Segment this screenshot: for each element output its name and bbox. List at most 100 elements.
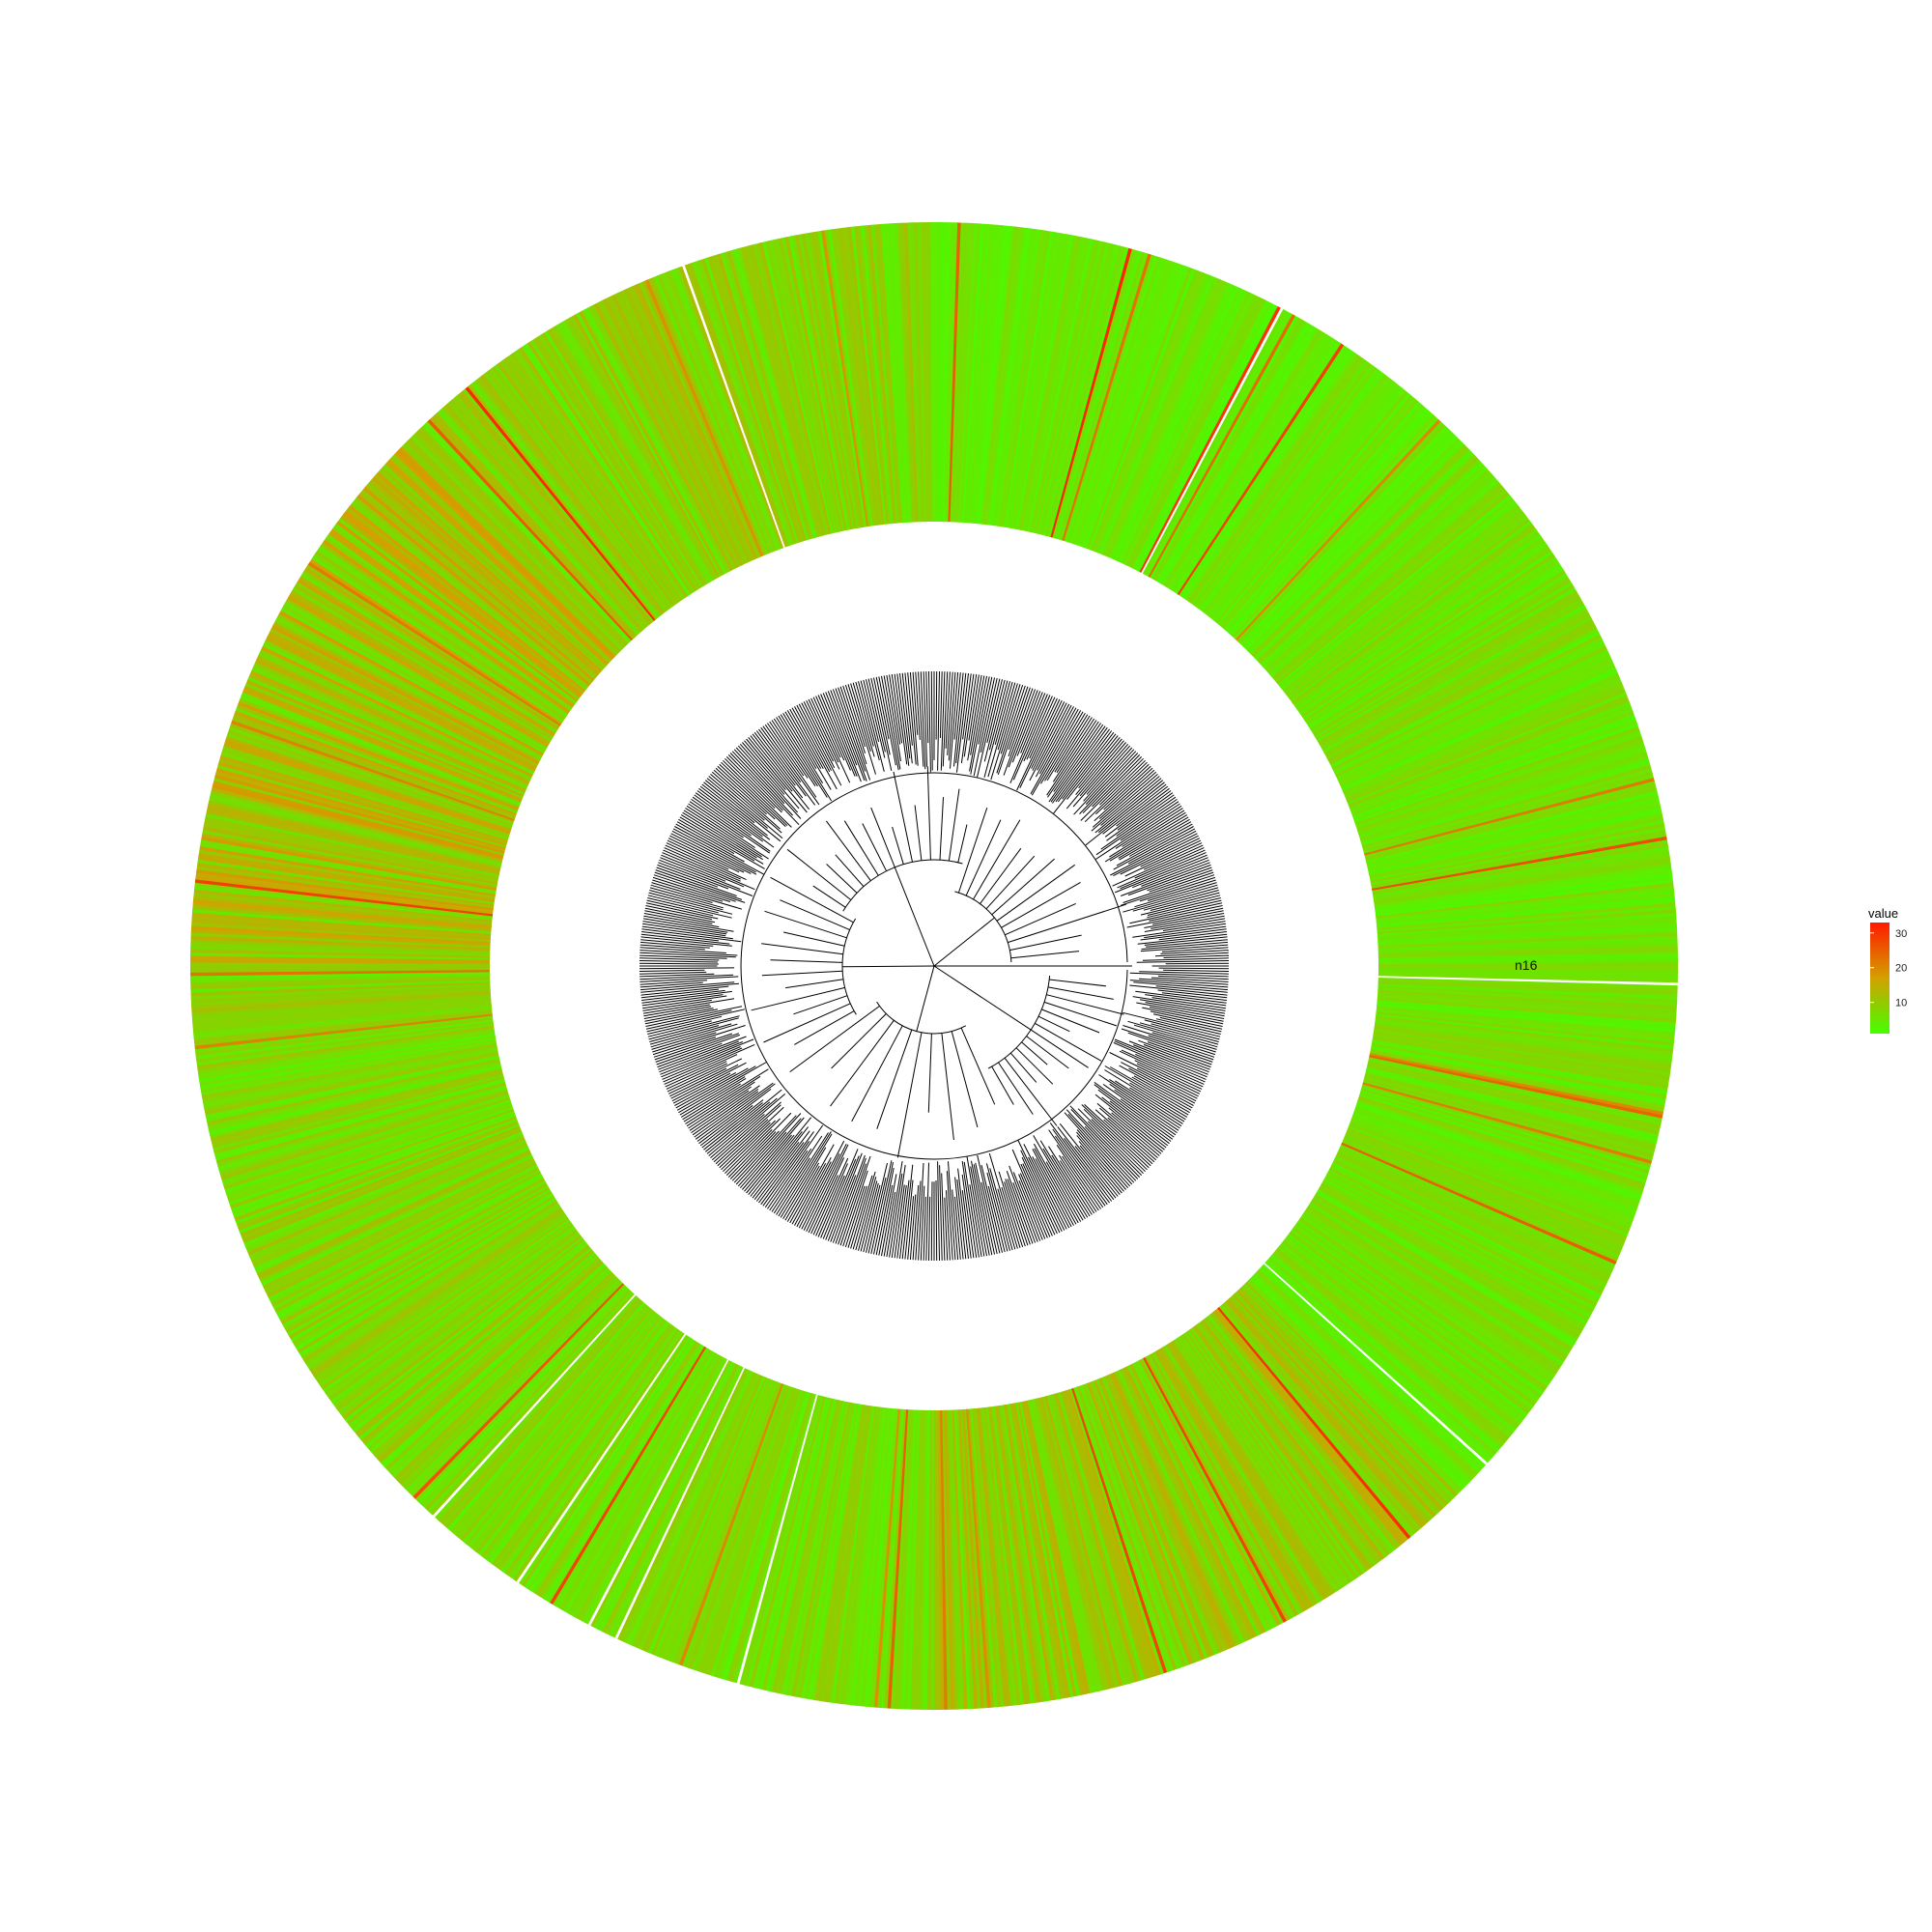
- heatmap-cell: [853, 226, 889, 525]
- heatmap-cell: [541, 1343, 702, 1600]
- tree-tip: [1133, 1044, 1208, 1075]
- heatmap-cell: [335, 521, 579, 702]
- tree-tip: [733, 1115, 797, 1183]
- tree-tip: [655, 869, 743, 900]
- heatmap-cell: [647, 1376, 766, 1655]
- heatmap-cell: [944, 222, 954, 523]
- heatmap-cell: [703, 257, 799, 544]
- heatmap-cell: [1193, 1324, 1373, 1570]
- tree-tip: [1149, 1007, 1224, 1022]
- heatmap-cell: [573, 1354, 721, 1619]
- tree-tip: [689, 801, 744, 838]
- heatmap-cell: [252, 1144, 528, 1268]
- heatmap-cell: [1271, 1253, 1501, 1451]
- tree-tip: [639, 947, 726, 953]
- tree-tip: [1069, 1105, 1141, 1178]
- heatmap-cell: [491, 366, 671, 610]
- tree-tip: [918, 1162, 924, 1261]
- tree-branch: [862, 823, 888, 871]
- heatmap-cell: [546, 328, 705, 587]
- heatmap-cell: [1027, 1400, 1094, 1693]
- heatmap-cell: [1377, 898, 1676, 928]
- heatmap-cell: [190, 987, 491, 1008]
- tree-branch: [1004, 1057, 1058, 1126]
- heatmap-cell: [800, 233, 857, 529]
- tree-tip: [1074, 1146, 1117, 1199]
- heatmap-cell: [298, 576, 556, 735]
- heatmap-cell: [192, 1004, 492, 1034]
- tree-tip: [1084, 1125, 1137, 1181]
- heatmap-cell: [196, 1023, 495, 1066]
- heatmap-cell: [1019, 1402, 1081, 1696]
- heatmap-cell: [300, 573, 557, 734]
- heatmap-cell: [452, 1304, 648, 1536]
- tree-tip: [713, 1101, 781, 1163]
- tree-tip: [695, 792, 763, 842]
- tree-tip: [1112, 844, 1204, 887]
- tree-tip: [946, 1171, 953, 1261]
- heatmap-cell: [1137, 1359, 1279, 1628]
- heatmap-cell: [1370, 1046, 1666, 1106]
- heatmap-cell: [320, 542, 569, 715]
- tree-tip: [1031, 710, 1082, 796]
- heatmap-cell: [327, 531, 574, 709]
- heatmap-cell: [354, 497, 589, 688]
- tree-tip: [953, 672, 964, 767]
- heatmap-cell: [783, 237, 847, 531]
- tree-tip: [1134, 847, 1205, 879]
- heatmap-cell: [1355, 1104, 1641, 1203]
- heatmap-cell: [923, 222, 930, 522]
- tree-tip: [983, 679, 1006, 762]
- heatmap-cell: [579, 1356, 724, 1622]
- tree-tip: [852, 682, 875, 757]
- heatmap-cell: [1124, 1366, 1258, 1638]
- heatmap-cell: [1276, 1247, 1510, 1440]
- heatmap-cell: [1375, 878, 1674, 917]
- heatmap-cell: [768, 240, 838, 533]
- heatmap-cell: [1159, 325, 1316, 585]
- tree-tip: [894, 673, 908, 765]
- heatmap-cell: [694, 260, 793, 546]
- heatmap-cell: [596, 1361, 735, 1631]
- tree-tip: [1116, 823, 1193, 867]
- tree-tip: [661, 854, 726, 882]
- heatmap-cell: [1377, 997, 1677, 1023]
- tree-tip: [672, 828, 756, 873]
- heatmap-cell: [1363, 1078, 1655, 1158]
- heatmap-cell: [1245, 1281, 1459, 1497]
- heatmap-cell: [1130, 1363, 1266, 1634]
- heatmap-cell: [1050, 1394, 1133, 1685]
- heatmap-cell: [787, 1402, 850, 1696]
- heatmap-cell: [840, 1406, 881, 1705]
- heatmap-cell: [1195, 1323, 1375, 1568]
- heatmap-cell: [861, 1407, 894, 1707]
- tree-tip: [1144, 925, 1227, 939]
- tree-tip: [937, 1161, 940, 1262]
- tree-tip: [661, 1038, 754, 1078]
- heatmap-cell: [863, 225, 895, 525]
- tree-tip: [1059, 1122, 1119, 1197]
- heatmap-cell: [1167, 1343, 1328, 1600]
- tree-tip: [957, 1168, 969, 1259]
- heatmap-cell: [1104, 279, 1224, 557]
- heatmap-cell: [1222, 1302, 1419, 1533]
- heatmap-cell: [970, 1408, 999, 1708]
- tree-branch: [851, 1025, 903, 1122]
- phylogenetic-tree: [639, 670, 1230, 1262]
- tree-tip: [1097, 1089, 1170, 1145]
- heatmap-cell: [1378, 981, 1678, 997]
- tree-tip: [1109, 1100, 1169, 1147]
- tree-tip: [648, 892, 733, 915]
- heatmap-cell: [192, 899, 492, 929]
- tree-tip: [952, 1189, 959, 1261]
- tree-tip: [968, 674, 980, 741]
- heatmap-cell: [1317, 589, 1578, 744]
- heatmap-cell: [322, 539, 571, 714]
- heatmap-cell: [1124, 294, 1258, 566]
- heatmap-cell: [502, 1327, 678, 1575]
- tree-tip: [704, 780, 781, 842]
- heatmap-cell: [273, 619, 541, 761]
- tree-branch: [941, 1033, 954, 1141]
- tree-tip: [727, 1112, 792, 1178]
- heatmap-cell: [1128, 1364, 1264, 1635]
